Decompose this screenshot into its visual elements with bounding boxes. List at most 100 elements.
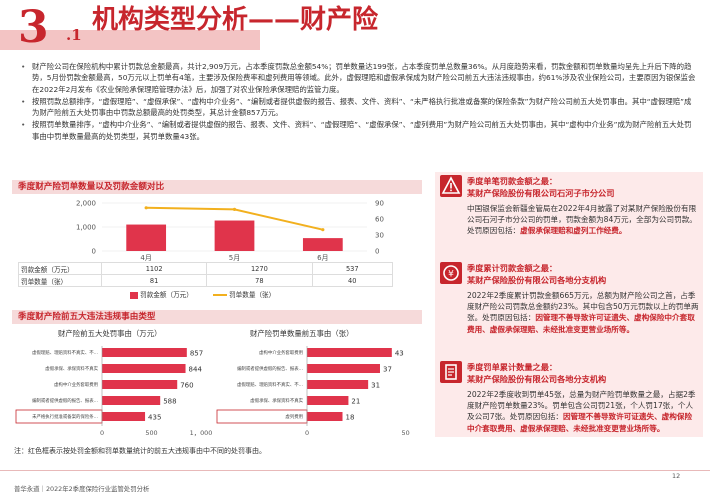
reason-label: 虚构中介业务套取费用 — [54, 381, 98, 388]
left-tick-label: 0 — [92, 248, 96, 256]
reason-bar — [307, 364, 380, 373]
reason-bar — [307, 348, 392, 357]
reason-value: 435 — [148, 414, 161, 422]
x-tick-label: 500 — [145, 429, 157, 437]
reason-label: 虚假理赔、理赔资料不真实、不… — [32, 349, 98, 356]
reason-value: 760 — [180, 382, 193, 390]
highlight-1-body: 中国银保监会新疆金管局在2022年4月披露了对某财产保险股份有限公司石河子市分公… — [467, 203, 699, 237]
row-label-count: 罚单数量（张） — [18, 274, 102, 287]
footer-divider — [0, 470, 710, 471]
highlight-2-body: 2022年2季度累计罚款金额665万元，总额为财产险公司之首，占季度财产险公司罚… — [467, 290, 699, 335]
month-label: 4月 — [140, 254, 151, 262]
right-highlights-panel — [435, 172, 703, 437]
footnote: 注：红色框表示按处罚金额和罚单数量统计的前五大违规事由中不同的处罚事由。 — [14, 447, 266, 455]
reason-bar — [307, 412, 343, 421]
reason-label: 虚构中介业务套取费用 — [259, 349, 303, 356]
reason-bar — [102, 396, 161, 405]
left-tick-label: 1,000 — [76, 224, 96, 232]
reason-value: 18 — [346, 414, 355, 422]
section-subnumber: .1 — [66, 26, 82, 44]
bullet-1: 财产险公司在保险机构中累计罚款总金额最高，共计2,909万元，占本季度罚款总金额… — [20, 61, 698, 95]
cell-apr-count: 81 — [100, 274, 208, 287]
reason-value: 844 — [189, 366, 203, 374]
page-number: 12 — [672, 472, 681, 480]
warning-icon — [440, 175, 462, 197]
cell-may-count: 78 — [206, 274, 313, 287]
month-label: 5月 — [229, 254, 240, 262]
reason-value: 588 — [163, 398, 176, 406]
legend-label-count: 罚单数量（张） — [229, 291, 276, 299]
bullet-2: 按照罚款总额排序，“虚假理赔”、“虚假承保”、“虚构中介业务”、“编制或者提供虚… — [20, 96, 698, 119]
section-title-monthly: 季度财产险罚单数量以及罚款金额对比 — [12, 180, 422, 194]
legend-swatch-amount — [130, 291, 138, 299]
reason-label: 虚假承保、承保资料不真实 — [45, 365, 98, 372]
reason-value: 857 — [190, 350, 203, 358]
right-tick-label: 30 — [375, 232, 384, 240]
cell-may-amount: 1270 — [206, 262, 313, 275]
reason-label: 虚列费用 — [285, 413, 303, 420]
right-tick-label: 60 — [375, 216, 384, 224]
x-tick-label: 50 — [402, 429, 410, 437]
highlight-2-title-2: 某财产保险股份有限公司各地分支机构 — [467, 275, 607, 285]
reason-value: 37 — [383, 366, 392, 374]
svg-text:¥: ¥ — [448, 270, 454, 280]
top5-amount-chart-title: 财产险前五大处罚事由（万元） — [58, 329, 162, 338]
highlight-1-title-2: 某财产保险股份有限公司石河子市分公司 — [467, 188, 615, 198]
highlight-1-title-1: 季度单笔罚款金额之最： — [467, 176, 558, 186]
document-icon — [440, 361, 462, 383]
highlight-3-reason: 因管理不善导致许可证遗失、虚构保险中介套取费用、虚假承保理赔、未经批准变更营业场… — [467, 412, 693, 433]
header-band — [0, 30, 260, 50]
amount-bar — [126, 224, 167, 251]
top5-count-chart-title: 财产险罚单数量前五事由（张） — [250, 329, 354, 338]
reason-label: 未严格执行批准或备案的保险条… — [32, 413, 98, 420]
cell-apr-amount: 1102 — [100, 262, 208, 275]
legend-swatch-count — [212, 294, 227, 296]
reason-bar — [102, 364, 186, 373]
reason-label: 虚假承保、承保资料不真实 — [250, 397, 303, 404]
highlight-1-reason: 虚假承保理赔和虚列工作经费。 — [520, 226, 627, 236]
reason-label: 虚假理赔、理赔资料不真实、不… — [237, 381, 303, 388]
x-tick-label: 0 — [305, 429, 309, 437]
month-label: 6月 — [317, 254, 328, 262]
top5-amount-chart: 虚假理赔、理赔资料不真实、不… 857 虚假承保、承保资料不真实 844 虚构中介业务套… — [15, 346, 212, 437]
monthly-combo-chart: 0 1,000 2,000 0 30 60 90 4月 5月 6月 — [76, 200, 384, 263]
reason-bar — [102, 380, 178, 389]
amount-bar — [214, 220, 255, 251]
highlight-3: 季度罚单累计数量之最： 某财产保险股份有限公司各地分支机构 — [467, 361, 699, 385]
reason-value: 43 — [395, 350, 404, 358]
highlight-2-title-1: 季度累计罚款金额之最： — [467, 263, 558, 273]
highlight-2-reason: 因管理不善导致许可证遗失、虚构保险中介套取费用、虚假承保理赔、未经批准变更营业场… — [467, 313, 695, 334]
reason-bar — [307, 380, 369, 389]
monthly-data-table: 罚款金额（万元） 1102 1270 537 罚单数量（张） 81 78 40 — [18, 262, 393, 287]
top5-count-chart: 虚构中介业务套取费用 43 编制或者提供虚假的报告、报表… 37 虚假理赔、理赔资料不真… — [216, 346, 410, 437]
reason-value: 21 — [351, 398, 360, 406]
section-number: 3 — [18, 2, 49, 53]
highlight-3-title-1: 季度罚单累计数量之最： — [467, 362, 558, 372]
reason-bar — [102, 412, 146, 421]
x-tick-label: 0 — [100, 429, 104, 437]
count-point — [321, 228, 325, 232]
highlight-2: 季度累计罚款金额之最： 某财产保险股份有限公司各地分支机构 — [467, 262, 699, 286]
reason-bar — [307, 396, 349, 405]
highlight-1-text: 中国银保监会新疆金管局在2022年4月披露了对某财产保险股份有限公司石河子市分公… — [467, 204, 697, 236]
right-tick-label: 0 — [375, 248, 379, 256]
cell-jun-amount: 537 — [311, 262, 393, 275]
reason-label: 编制或者提供虚假的报告、报表… — [32, 397, 98, 404]
amount-bar — [302, 238, 343, 251]
reason-value: 31 — [371, 382, 380, 390]
page-title: 机构类型分析——财产险 — [92, 5, 379, 35]
highlight-3-title-2: 某财产保险股份有限公司各地分支机构 — [467, 374, 607, 384]
right-tick-label: 90 — [375, 200, 384, 208]
reason-label: 编制或者提供虚假的报告、报表… — [237, 365, 303, 372]
row-label-amount: 罚款金额（万元） — [18, 262, 102, 275]
count-point — [144, 206, 148, 210]
highlight-3-text: 2022年2季度收到罚单45张，总量为财产险罚单数量之最，占据2季度财产险罚单数… — [467, 390, 696, 422]
cell-jun-count: 40 — [311, 274, 393, 287]
money-icon: ¥ — [440, 262, 462, 284]
legend-label-amount: 罚款金额（万元） — [140, 291, 193, 299]
footer-text: 普华永道｜2022年2季度保险行业监管处罚分析 — [14, 485, 150, 493]
highlight-1: 季度单笔罚款金额之最： 某财产保险股份有限公司石河子市分公司 — [467, 175, 699, 199]
count-point — [232, 207, 237, 211]
left-tick-label: 2,000 — [76, 200, 96, 208]
section-title-top5: 季度财产险前五大违法违规事由类型 — [12, 310, 422, 324]
